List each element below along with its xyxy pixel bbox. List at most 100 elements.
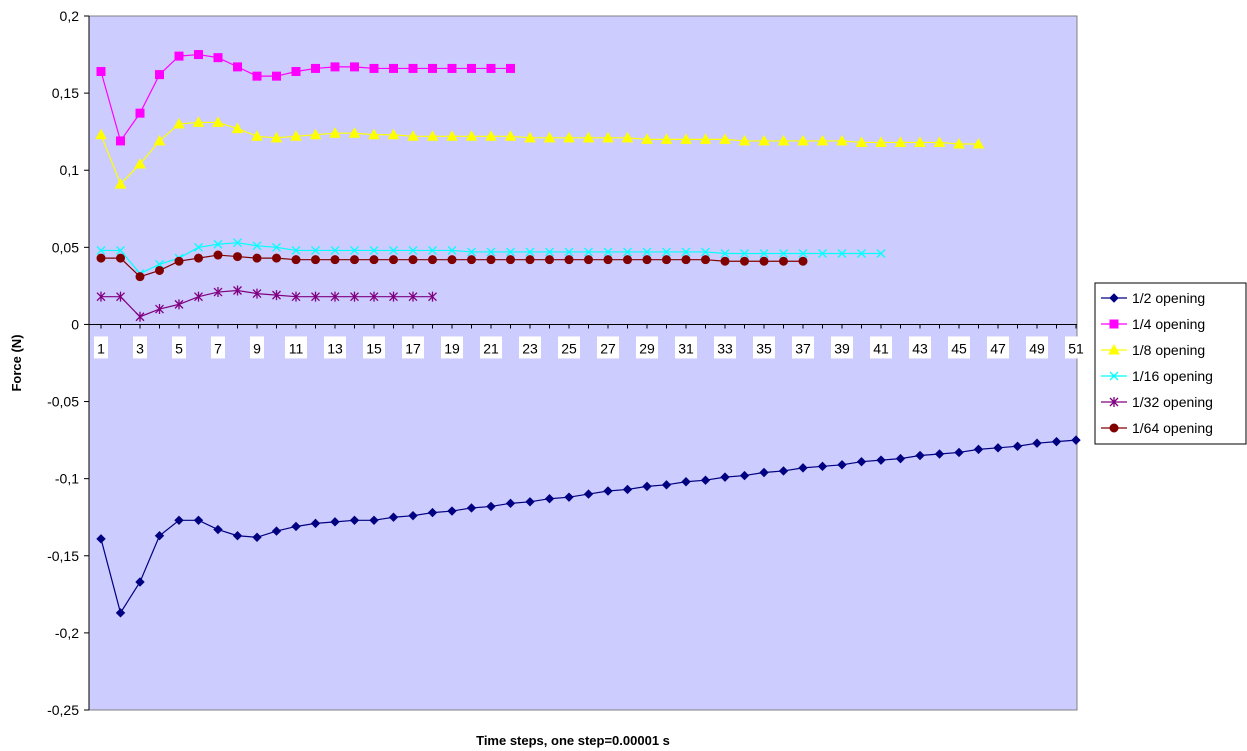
- series-2: [96, 50, 515, 146]
- x-tick-label: 23: [522, 340, 538, 356]
- data-point: [506, 247, 515, 257]
- data-point: [330, 517, 340, 527]
- data-point: [582, 131, 595, 143]
- x-tick-label-bg: [948, 336, 970, 359]
- legend-item: 1/32 opening: [1101, 394, 1213, 410]
- data-point: [134, 158, 146, 169]
- data-point: [719, 133, 731, 144]
- data-point: [96, 291, 106, 302]
- data-point: [563, 131, 575, 143]
- data-point: [506, 63, 515, 73]
- data-point: [155, 70, 164, 80]
- data-point: [251, 130, 263, 141]
- legend-label: 1/16 opening: [1132, 368, 1213, 384]
- x-tick-label: 33: [717, 340, 733, 356]
- data-point: [428, 245, 437, 255]
- data-point: [525, 255, 535, 265]
- data-point: [505, 498, 516, 509]
- data-point: [349, 515, 360, 526]
- data-point: [272, 71, 281, 81]
- data-point: [428, 255, 437, 265]
- series-line: [100, 121, 979, 186]
- data-point: [155, 265, 164, 275]
- data-point: [407, 130, 419, 141]
- data-point: [740, 256, 749, 266]
- x-tick-label: 11: [289, 340, 304, 356]
- data-point: [524, 131, 536, 143]
- data-point: [818, 249, 827, 258]
- data-point: [972, 137, 985, 149]
- data-point: [759, 249, 769, 258]
- data-point: [428, 291, 437, 302]
- legend-label: 1/2 opening: [1132, 290, 1205, 306]
- data-point: [135, 272, 145, 282]
- series-3: [95, 116, 985, 189]
- data-point: [934, 449, 945, 459]
- data-point: [369, 255, 379, 265]
- data-point: [350, 62, 359, 72]
- data-point: [350, 291, 359, 302]
- data-point: [270, 131, 283, 143]
- x-tick-label-bg: [1065, 336, 1087, 359]
- legend-box: [1094, 282, 1247, 445]
- data-point: [720, 256, 730, 266]
- legend-label: 1/8 opening: [1132, 342, 1205, 358]
- data-point: [583, 489, 594, 499]
- x-tick-label-bg: [133, 336, 147, 359]
- legend-item: 1/16 opening: [1101, 368, 1213, 384]
- data-point: [193, 515, 204, 526]
- data-point: [135, 311, 145, 322]
- data-point: [467, 255, 476, 265]
- data-point: [291, 255, 301, 265]
- data-point: [368, 128, 380, 140]
- data-point: [603, 247, 613, 257]
- series-5: [96, 285, 437, 322]
- y-tick-label: 0,2: [60, 8, 80, 24]
- series-layer: [95, 50, 1081, 618]
- x-tick-label: 47: [990, 340, 1006, 356]
- x-axis-title: Time steps, one step=0.00001 s: [476, 733, 670, 748]
- data-point: [485, 130, 497, 141]
- data-point: [720, 249, 730, 258]
- data-point: [272, 290, 281, 301]
- data-point: [603, 255, 613, 265]
- data-point: [350, 245, 359, 255]
- data-point: [116, 253, 125, 263]
- data-point: [427, 507, 438, 518]
- data-point: [642, 481, 652, 492]
- x-tick-label-bg: [831, 336, 853, 359]
- data-point: [1109, 293, 1119, 303]
- data-point: [311, 291, 320, 302]
- data-point: [428, 63, 437, 73]
- data-point: [954, 447, 964, 458]
- y-tick-label: -0,1: [55, 471, 79, 487]
- data-point: [387, 128, 400, 140]
- data-point: [252, 253, 262, 263]
- data-point: [369, 515, 379, 526]
- data-point: [914, 136, 926, 147]
- data-point: [681, 477, 691, 487]
- data-point: [389, 255, 398, 265]
- data-point: [837, 460, 847, 470]
- data-point: [642, 247, 652, 257]
- x-tick-label-bg: [285, 336, 307, 359]
- data-point: [135, 108, 145, 118]
- data-point: [701, 255, 710, 265]
- legend-label: 1/32 opening: [1132, 394, 1213, 410]
- data-point: [486, 247, 496, 257]
- data-point: [623, 255, 632, 265]
- data-point: [700, 475, 711, 485]
- data-point: [213, 250, 223, 260]
- data-point: [1109, 397, 1119, 407]
- data-point: [895, 453, 906, 464]
- data-point: [233, 285, 242, 296]
- data-point: [915, 450, 925, 461]
- data-point: [777, 134, 790, 146]
- data-point: [993, 443, 1003, 453]
- data-point: [330, 245, 340, 255]
- data-point: [369, 291, 379, 302]
- data-point: [447, 255, 457, 265]
- data-point: [798, 249, 808, 258]
